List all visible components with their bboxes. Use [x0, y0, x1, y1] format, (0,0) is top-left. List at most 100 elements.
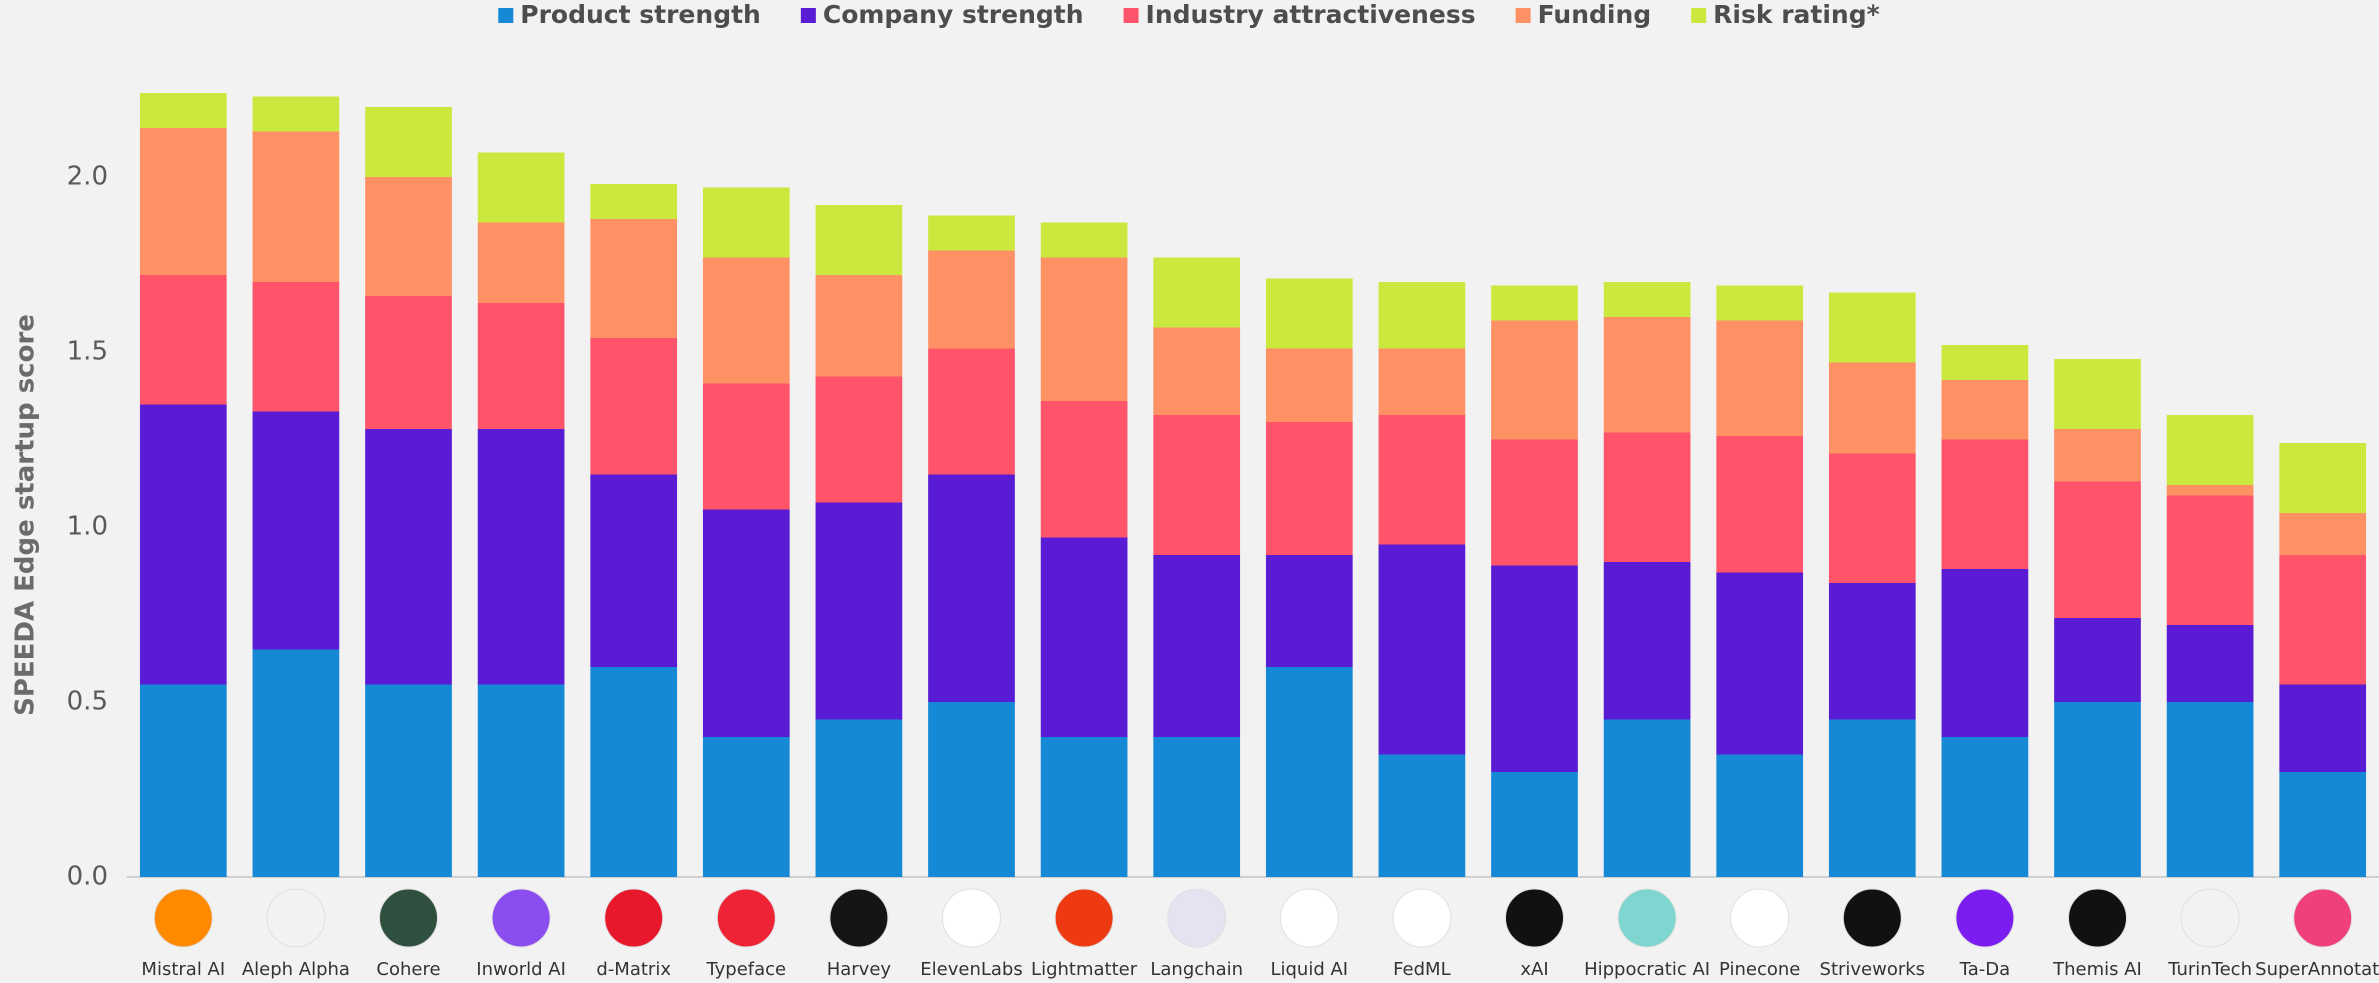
bar-segment	[2279, 684, 2367, 772]
company-logo	[153, 888, 213, 948]
bar-segment	[928, 702, 1015, 877]
x-tick-label: Ta-Da	[1959, 959, 2010, 980]
bar-segment	[477, 152, 565, 223]
bar-segment	[1716, 320, 1804, 436]
company-logo	[604, 888, 664, 948]
bar-segment	[1941, 380, 2029, 440]
bar-segment	[1040, 222, 1128, 258]
bar-segment	[1040, 737, 1128, 877]
bar-segment	[1716, 572, 1804, 755]
company-logo	[2180, 888, 2240, 948]
legend-label: Risk rating*	[1713, 0, 1880, 29]
legend-label: Company strength	[823, 0, 1084, 29]
bar-segment	[2166, 702, 2254, 877]
bar-segment	[139, 684, 227, 877]
bar-segment	[1603, 719, 1691, 877]
bar-segment	[815, 205, 903, 275]
y-tick-label: 1.5	[67, 337, 108, 367]
company-logo	[266, 888, 326, 948]
bar-segment	[1716, 436, 1804, 573]
bar-segment	[2166, 485, 2254, 496]
bar-segment	[2166, 625, 2254, 702]
bar-segment	[2054, 481, 2141, 618]
bar-segment	[928, 474, 1015, 702]
bar-segment	[815, 719, 903, 877]
bar-segment	[702, 187, 790, 258]
bar-segment	[1716, 285, 1804, 321]
bar-segment	[702, 737, 790, 877]
bar-segment	[2166, 415, 2254, 485]
x-tick-label: FedML	[1393, 959, 1450, 980]
bar-segment	[1153, 737, 1241, 877]
bar-segment	[1828, 453, 1916, 583]
y-tick-label: 0.0	[67, 862, 108, 892]
x-tick-label: Mistral AI	[141, 959, 225, 980]
bar-segment	[477, 684, 565, 877]
y-tick-label: 2.0	[67, 162, 108, 192]
legend-label: Product strength	[520, 0, 761, 29]
bar-segment	[1265, 667, 1353, 877]
bar-segment	[702, 257, 790, 384]
x-tick-label: TurinTech	[2167, 959, 2252, 980]
bar-segment	[477, 429, 565, 685]
bar-segment	[1265, 555, 1353, 667]
company-logo	[829, 888, 889, 948]
company-logo	[716, 888, 776, 948]
bar-segment	[365, 177, 452, 296]
bar-segment	[252, 649, 340, 877]
bar-segment	[1491, 439, 1578, 566]
bar-segment	[1491, 565, 1578, 772]
company-logo	[1730, 888, 1790, 948]
bar-segment	[2054, 618, 2141, 702]
x-tick-label: SuperAnnotate	[2255, 959, 2379, 980]
bar-segment	[1378, 282, 1466, 349]
x-tick-label: xAI	[1520, 959, 1548, 980]
bar-segment	[1040, 401, 1128, 538]
bar-segment	[1265, 348, 1353, 422]
bar-segment	[815, 376, 903, 503]
bar-segment	[928, 250, 1015, 349]
company-logo	[1617, 888, 1677, 948]
bar-segment	[1941, 737, 2029, 877]
company-logo	[1842, 888, 1902, 948]
company-logo	[1392, 888, 1452, 948]
bar-segment	[815, 502, 903, 720]
bar-segment	[1265, 422, 1353, 555]
bar-segment	[1153, 327, 1241, 415]
bar-segment	[1378, 754, 1466, 877]
x-tick-label: Inworld AI	[476, 959, 566, 980]
bar-segment	[365, 684, 452, 877]
bar-segment	[365, 429, 452, 685]
bar-segment	[590, 219, 678, 338]
x-tick-label: Cohere	[376, 959, 440, 980]
bar-segment	[702, 383, 790, 510]
x-tick-label: ElevenLabs	[920, 959, 1022, 980]
bar-segment	[1603, 282, 1691, 317]
bar-segment	[702, 509, 790, 737]
bar-segment	[252, 411, 340, 650]
bar-segment	[2279, 772, 2367, 877]
bar-segment	[590, 184, 678, 219]
bar-segment	[1378, 415, 1466, 545]
x-tick-label: Hippocratic AI	[1584, 959, 1710, 980]
x-tick-label: Liquid AI	[1270, 959, 1348, 980]
legend-swatch	[800, 8, 816, 23]
bar-segment	[2166, 495, 2254, 625]
bar-segment	[1828, 719, 1916, 877]
bar-segment	[590, 338, 678, 475]
bar-segment	[2279, 555, 2367, 685]
bar-segment	[139, 128, 227, 275]
company-logo	[1167, 888, 1227, 948]
bar-segment	[252, 282, 340, 412]
bar-segment	[1828, 292, 1916, 363]
bar-segment	[928, 348, 1015, 475]
legend-swatch	[498, 8, 514, 23]
bar-segment	[477, 222, 565, 303]
bar-segment	[2279, 513, 2367, 555]
bar-segment	[365, 296, 452, 429]
bar-segment	[365, 107, 452, 177]
company-logo	[379, 888, 438, 948]
legend-swatch	[1123, 8, 1139, 23]
bar-segment	[139, 275, 227, 405]
